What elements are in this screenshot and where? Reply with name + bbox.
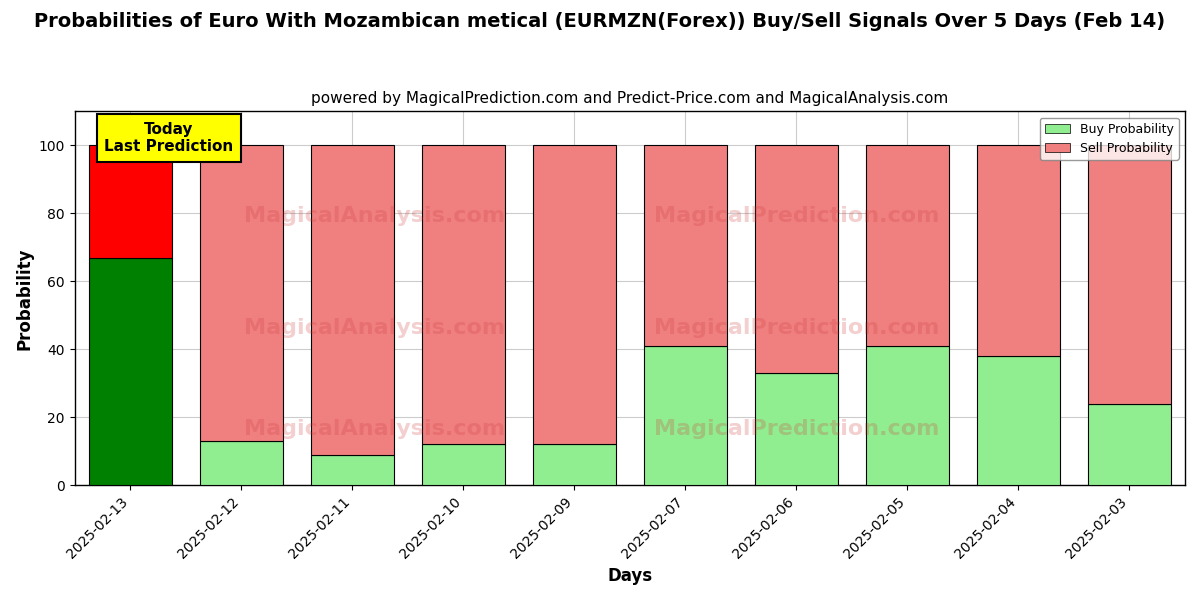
Bar <box>89 145 172 257</box>
Text: Today
Last Prediction: Today Last Prediction <box>104 122 234 154</box>
Bar <box>977 356 1060 485</box>
Bar <box>421 145 505 445</box>
Bar <box>865 145 949 346</box>
Text: MagicalPrediction.com: MagicalPrediction.com <box>654 318 940 338</box>
Bar <box>421 445 505 485</box>
Text: MagicalAnalysis.com: MagicalAnalysis.com <box>244 318 505 338</box>
Text: MagicalPrediction.com: MagicalPrediction.com <box>654 206 940 226</box>
Bar <box>311 455 394 485</box>
Bar <box>533 445 616 485</box>
Text: MagicalAnalysis.com: MagicalAnalysis.com <box>244 419 505 439</box>
Y-axis label: Probability: Probability <box>16 247 34 350</box>
Bar <box>311 145 394 455</box>
Bar <box>643 145 727 346</box>
Bar <box>533 145 616 445</box>
Bar <box>755 373 838 485</box>
Bar <box>89 257 172 485</box>
Bar <box>977 145 1060 356</box>
Bar <box>199 441 283 485</box>
Title: powered by MagicalPrediction.com and Predict-Price.com and MagicalAnalysis.com: powered by MagicalPrediction.com and Pre… <box>311 91 948 106</box>
Bar <box>1088 404 1171 485</box>
Bar <box>643 346 727 485</box>
Bar <box>755 145 838 373</box>
Bar <box>199 145 283 441</box>
Legend: Buy Probability, Sell Probability: Buy Probability, Sell Probability <box>1040 118 1178 160</box>
X-axis label: Days: Days <box>607 567 653 585</box>
Text: MagicalAnalysis.com: MagicalAnalysis.com <box>244 206 505 226</box>
Text: Probabilities of Euro With Mozambican metical (EURMZN(Forex)) Buy/Sell Signals O: Probabilities of Euro With Mozambican me… <box>35 12 1165 31</box>
Bar <box>865 346 949 485</box>
Bar <box>1088 145 1171 404</box>
Text: MagicalPrediction.com: MagicalPrediction.com <box>654 419 940 439</box>
